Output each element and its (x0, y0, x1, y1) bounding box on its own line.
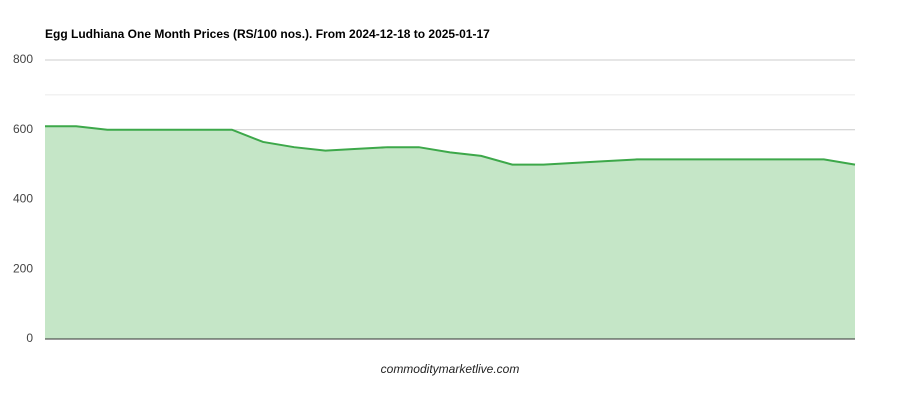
y-tick-label: 200 (13, 261, 33, 275)
y-tick-label: 800 (13, 52, 33, 66)
y-tick-label: 0 (26, 331, 33, 345)
area-fill (45, 126, 855, 339)
line (45, 125, 856, 166)
y-tick-label: 600 (13, 122, 33, 136)
chart-title: Egg Ludhiana One Month Prices (RS/100 no… (45, 27, 490, 41)
source-label: commoditymarketlive.com (381, 362, 520, 376)
y-tick-label: 400 (13, 192, 33, 206)
